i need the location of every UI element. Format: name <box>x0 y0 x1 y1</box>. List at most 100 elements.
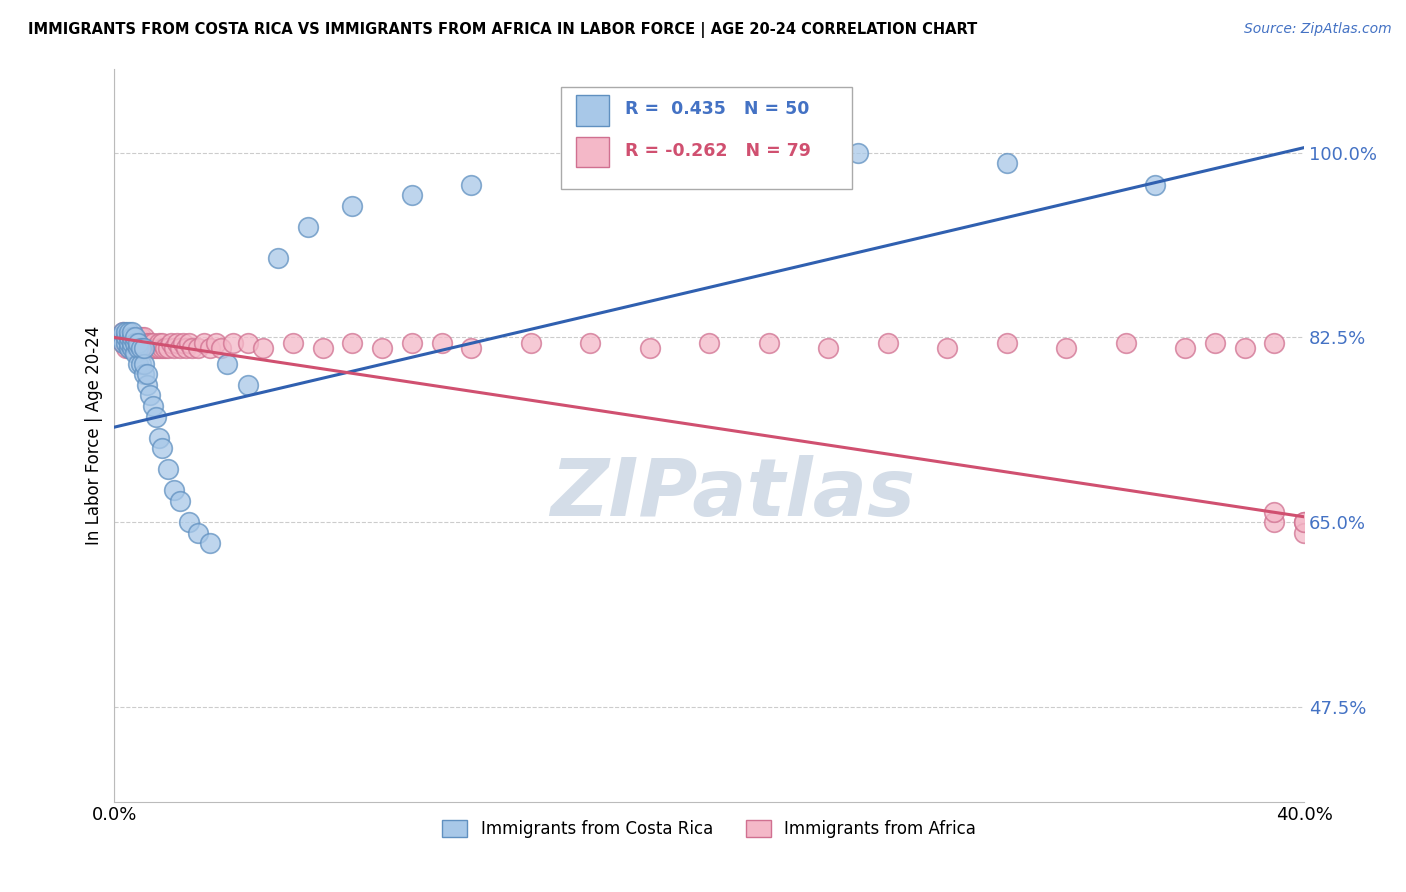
Point <box>127 330 149 344</box>
Point <box>121 341 143 355</box>
Point <box>150 335 173 350</box>
Point <box>1294 525 1316 540</box>
Point <box>1263 515 1285 529</box>
Point <box>142 399 165 413</box>
Point <box>995 156 1018 170</box>
Point <box>180 341 202 355</box>
Point <box>112 325 135 339</box>
Point <box>198 536 221 550</box>
Point <box>118 341 141 355</box>
Point <box>198 341 221 355</box>
Point <box>145 409 167 424</box>
Point <box>124 335 146 350</box>
Point <box>252 341 274 355</box>
Point <box>121 335 143 350</box>
Point <box>115 341 138 355</box>
Point <box>204 335 226 350</box>
Point <box>127 341 149 355</box>
Point <box>1294 515 1316 529</box>
Point <box>187 525 209 540</box>
Point <box>460 341 482 355</box>
Point <box>1294 515 1316 529</box>
Point <box>177 515 200 529</box>
Point <box>127 335 149 350</box>
Point <box>222 335 245 350</box>
Text: IMMIGRANTS FROM COSTA RICA VS IMMIGRANTS FROM AFRICA IN LABOR FORCE | AGE 20-24 : IMMIGRANTS FROM COSTA RICA VS IMMIGRANTS… <box>28 22 977 38</box>
Text: Source: ZipAtlas.com: Source: ZipAtlas.com <box>1244 22 1392 37</box>
Point <box>121 341 143 355</box>
Point <box>758 335 780 350</box>
Point <box>118 330 141 344</box>
Point <box>134 330 156 344</box>
Point <box>142 341 165 355</box>
Point <box>579 335 602 350</box>
Point <box>153 341 176 355</box>
Point <box>520 335 543 350</box>
Point <box>118 325 141 339</box>
Point <box>134 341 156 355</box>
Point <box>136 368 159 382</box>
Point <box>238 378 260 392</box>
Point <box>1115 335 1137 350</box>
Point <box>1144 178 1167 192</box>
Point <box>995 335 1018 350</box>
Point <box>129 357 152 371</box>
Point <box>1054 341 1077 355</box>
Point <box>156 462 179 476</box>
Point <box>134 357 156 371</box>
Point <box>115 335 138 350</box>
Point <box>115 330 138 344</box>
Point <box>311 341 333 355</box>
Point <box>172 335 194 350</box>
Point <box>124 335 146 350</box>
Point <box>238 335 260 350</box>
Point <box>145 341 167 355</box>
Point <box>1233 341 1256 355</box>
Point <box>846 145 869 160</box>
Point <box>174 341 197 355</box>
Point <box>121 330 143 344</box>
Point <box>124 330 146 344</box>
Point <box>936 341 959 355</box>
Point <box>121 325 143 339</box>
Bar <box>576 95 609 126</box>
Point <box>148 341 170 355</box>
Bar <box>576 136 609 168</box>
Legend: Immigrants from Costa Rica, Immigrants from Africa: Immigrants from Costa Rica, Immigrants f… <box>436 813 983 845</box>
Point <box>297 219 319 234</box>
Point <box>115 330 138 344</box>
Point <box>134 335 156 350</box>
Point <box>148 431 170 445</box>
Point <box>211 341 233 355</box>
Point <box>342 335 364 350</box>
FancyBboxPatch shape <box>561 87 852 189</box>
Point <box>1174 341 1197 355</box>
Point <box>142 335 165 350</box>
Point <box>169 341 191 355</box>
Point <box>697 335 720 350</box>
Point <box>166 335 188 350</box>
Point <box>148 335 170 350</box>
Point <box>136 378 159 392</box>
Point <box>127 357 149 371</box>
Point <box>1263 504 1285 518</box>
Point <box>121 335 143 350</box>
Point <box>118 341 141 355</box>
Point <box>110 330 132 344</box>
Point <box>342 199 364 213</box>
Point <box>281 335 304 350</box>
Point <box>139 335 162 350</box>
Point <box>115 335 138 350</box>
Point <box>401 188 423 202</box>
Point <box>579 167 602 181</box>
Point <box>177 335 200 350</box>
Text: R =  0.435   N = 50: R = 0.435 N = 50 <box>619 100 810 118</box>
Point <box>118 335 141 350</box>
Point <box>112 335 135 350</box>
Point <box>697 145 720 160</box>
Point <box>139 388 162 402</box>
Point <box>134 368 156 382</box>
Text: R = -0.262   N = 79: R = -0.262 N = 79 <box>619 142 811 160</box>
Point <box>401 335 423 350</box>
Point <box>460 178 482 192</box>
